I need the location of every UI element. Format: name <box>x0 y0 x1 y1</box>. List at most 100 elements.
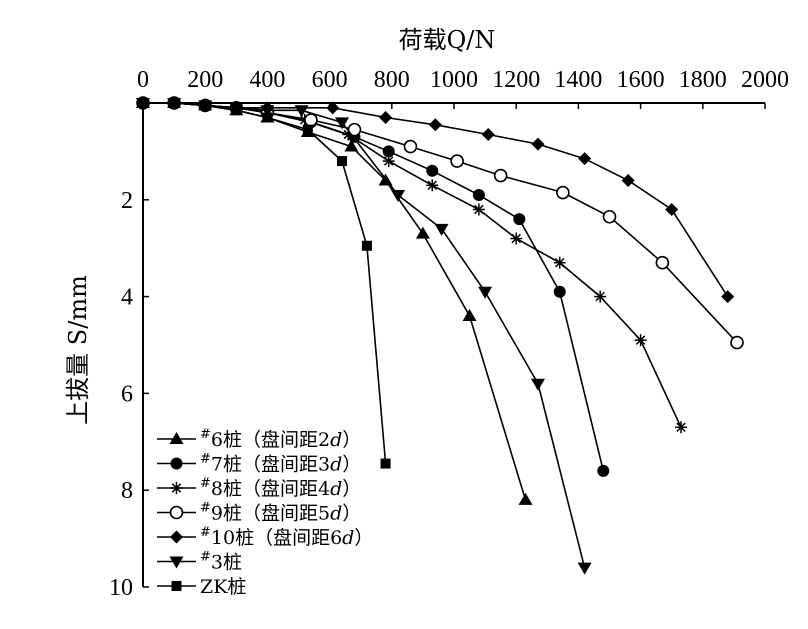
x-tick-label: 1200 <box>492 67 540 93</box>
legend-marker <box>171 581 182 591</box>
data-point <box>621 173 635 187</box>
data-point <box>578 152 592 166</box>
x-tick-label: 1600 <box>617 67 665 93</box>
x-tick-label: 800 <box>374 67 410 93</box>
data-point <box>361 240 372 251</box>
legend-item: ZK桩 <box>157 576 246 598</box>
y-tick-label: 10 <box>109 575 133 601</box>
data-point <box>403 139 418 154</box>
data-point <box>415 226 430 239</box>
legend-item: #7桩（盘间距3d） <box>157 452 361 476</box>
legend-label: #3桩 <box>200 550 242 574</box>
series-diamond <box>136 96 735 304</box>
x-tick-label: 1400 <box>554 67 602 93</box>
legend-item: #3桩 <box>157 550 242 574</box>
data-point <box>391 189 406 202</box>
data-point <box>382 155 395 168</box>
data-point <box>530 378 545 391</box>
data-point <box>478 286 493 299</box>
y-axis-title: 上拔量 S/mm <box>64 275 92 425</box>
data-point <box>260 105 275 118</box>
data-point <box>721 290 735 304</box>
data-point <box>518 492 533 505</box>
data-point <box>294 105 309 118</box>
series-square <box>138 98 391 469</box>
x-tick-label: 400 <box>249 67 285 93</box>
y-tick-label: 8 <box>121 478 133 504</box>
data-point <box>138 98 148 108</box>
data-point <box>428 118 442 132</box>
series-circle-open <box>136 96 744 350</box>
legend-label: #7桩（盘间距3d） <box>200 452 361 476</box>
data-point <box>426 164 439 177</box>
data-point <box>655 255 670 270</box>
legend-item: #8桩（盘间距4d） <box>157 476 361 500</box>
data-point <box>577 562 592 575</box>
data-point <box>344 139 359 152</box>
data-point <box>302 124 313 135</box>
data-point <box>602 209 617 224</box>
data-point <box>450 154 464 168</box>
x-axis-title: 荷载Q/N <box>399 26 496 54</box>
x-tick-label: 1000 <box>430 67 478 93</box>
data-point <box>472 188 485 201</box>
legend-label: #6桩（盘间距2d） <box>200 427 361 451</box>
x-tick-label: 200 <box>187 67 223 93</box>
data-point <box>531 137 545 151</box>
data-point <box>553 256 566 269</box>
data-point <box>597 464 610 477</box>
legend-label: #9桩（盘间距5d） <box>200 501 361 525</box>
axes: 0 200 400 600 800 1000 1200 1400 1600 1800 2000 2 4 6… <box>109 67 789 601</box>
data-point <box>382 145 395 158</box>
legend-item: #10桩（盘间距6d） <box>157 525 373 549</box>
legend-marker <box>170 457 183 470</box>
legend-item: #9桩（盘间距5d） <box>157 501 361 525</box>
data-point <box>594 290 607 303</box>
data-point <box>730 335 744 350</box>
data-point <box>462 308 477 321</box>
series-line <box>143 102 729 298</box>
y-tick-label: 4 <box>121 285 133 311</box>
x-tick-label: 600 <box>312 67 348 93</box>
legend-marker <box>169 556 184 569</box>
data-point <box>426 179 439 192</box>
data-point <box>434 223 449 236</box>
legend-marker <box>170 482 183 494</box>
data-point <box>665 202 679 216</box>
data-point <box>326 101 340 115</box>
legend-marker <box>169 432 184 444</box>
data-point <box>231 105 242 116</box>
legend-label: ZK桩 <box>200 576 246 598</box>
legend-label: #8桩（盘间距4d） <box>200 476 361 500</box>
data-point <box>510 232 523 245</box>
data-point <box>200 100 211 111</box>
legend-item: #6桩（盘间距2d） <box>157 427 361 451</box>
data-point <box>553 285 566 298</box>
legend: #6桩（盘间距2d）#7桩（盘间距3d）#8桩（盘间距4d）#9桩（盘间距5d）… <box>157 427 373 598</box>
data-point <box>262 112 273 123</box>
data-point <box>556 185 570 200</box>
data-point <box>472 203 485 216</box>
data-point <box>675 421 688 434</box>
legend-marker <box>169 505 184 520</box>
data-point <box>337 156 348 167</box>
series-line <box>143 102 387 464</box>
series-line <box>143 102 586 568</box>
x-tick-label: 0 <box>137 67 149 93</box>
data-point <box>380 458 391 469</box>
series-line <box>143 102 605 471</box>
data-point <box>335 117 350 130</box>
x-tick-label: 1800 <box>679 67 727 93</box>
x-tick-label: 2000 <box>741 67 789 93</box>
data-point <box>481 127 495 141</box>
legend-label: #10桩（盘间距6d） <box>200 525 373 549</box>
data-point <box>513 213 526 226</box>
data-point <box>634 334 647 347</box>
series-line <box>143 102 738 344</box>
data-point <box>493 168 508 183</box>
plot-series <box>136 96 744 575</box>
y-tick-label: 6 <box>121 381 133 407</box>
legend-marker <box>170 530 183 544</box>
